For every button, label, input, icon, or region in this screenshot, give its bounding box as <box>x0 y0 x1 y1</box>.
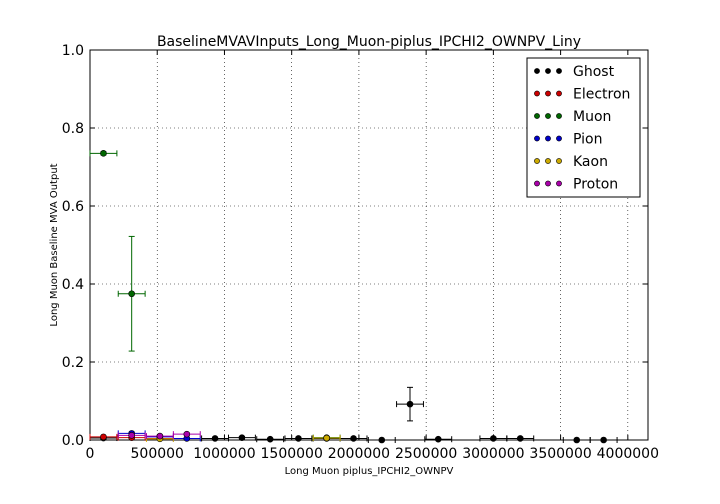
legend-marker-electron <box>545 90 551 97</box>
data-point-ghost <box>600 436 607 444</box>
x-tick-label: 2000000 <box>328 446 390 462</box>
y-tick-label: 1.0 <box>62 43 84 59</box>
legend-box <box>526 57 641 198</box>
y-tick-label: 0.6 <box>62 199 84 215</box>
legend-marker-kaon <box>545 158 551 164</box>
legend-marker-pion <box>545 135 551 142</box>
legend-marker-kaon <box>556 158 562 164</box>
data-point-ghost <box>434 435 442 443</box>
data-series <box>89 150 618 444</box>
legend-label-kaon: Kaon <box>573 154 608 170</box>
legend-entry-proton: Proton <box>534 177 618 193</box>
legend-marker-muon <box>545 113 551 119</box>
x-tick-label: 0 <box>86 446 95 462</box>
data-point-ghost <box>490 435 497 442</box>
x-tick-label: 3500000 <box>529 446 591 462</box>
legend-marker-ghost <box>545 68 551 74</box>
data-point-proton <box>156 432 164 440</box>
data-point-ghost <box>238 434 246 441</box>
data-point-ghost <box>211 435 219 442</box>
y-tick-label: 0.2 <box>62 355 84 371</box>
legend-label-ghost: Ghost <box>573 64 615 80</box>
legend-entry-ghost: Ghost <box>534 64 615 80</box>
legend-label-pion: Pion <box>573 132 602 148</box>
data-point-ghost <box>406 400 414 408</box>
data-point-proton <box>128 432 135 439</box>
x-tick-label: 1500000 <box>261 446 323 462</box>
legend-marker-muon <box>534 113 540 119</box>
data-point-proton <box>183 430 191 438</box>
x-tick-label: 2500000 <box>395 446 457 462</box>
legend-marker-pion <box>556 135 562 142</box>
data-point-ghost <box>516 435 524 442</box>
legend-marker-kaon <box>534 158 540 164</box>
data-point-muon <box>100 150 107 157</box>
x-tick-label: 500000 <box>131 446 184 462</box>
x-tick-label: 4000000 <box>597 446 659 462</box>
x-tick-label: 3000000 <box>462 446 524 462</box>
legend-marker-proton <box>534 180 540 187</box>
x-axis-label: Long Muon piplus_IPCHI2_OWNPV <box>285 466 454 477</box>
data-point-ghost <box>378 436 386 444</box>
legend-marker-muon <box>556 113 562 119</box>
legend-marker-electron <box>534 90 540 97</box>
data-point-electron <box>100 433 107 441</box>
data-point-ghost <box>295 435 302 442</box>
legend-entry-pion: Pion <box>534 132 602 148</box>
legend: Ghost Electron Muon Pion Kaon Proton <box>526 57 641 198</box>
data-point-kaon <box>323 434 330 442</box>
legend-marker-ghost <box>556 68 562 74</box>
x-tick-label: 1000000 <box>193 446 255 462</box>
legend-entry-kaon: Kaon <box>534 154 608 170</box>
data-point-ghost <box>350 435 357 442</box>
data-point-ghost <box>573 436 581 444</box>
series-proton <box>117 430 201 440</box>
x-tick-labels: 0 500000 1000000 1500000 2000000 2500000 30000… <box>86 446 659 462</box>
legend-label-electron: Electron <box>573 87 630 103</box>
data-point-ghost <box>266 435 274 443</box>
legend-marker-proton <box>545 180 551 187</box>
legend-label-proton: Proton <box>573 177 618 193</box>
grid-lines <box>90 50 648 440</box>
data-point-muon <box>128 290 135 298</box>
legend-marker-proton <box>556 180 562 187</box>
y-tick-labels: 0.0 0.2 0.4 0.6 0.8 1.0 <box>62 43 84 449</box>
y-tick-label: 0.4 <box>62 277 84 293</box>
legend-entry-electron: Electron <box>534 87 630 103</box>
y-tick-label: 0.8 <box>62 121 84 137</box>
legend-marker-pion <box>534 135 540 142</box>
legend-marker-ghost <box>534 68 540 74</box>
y-tick-label: 0.0 <box>62 433 84 449</box>
chart-title: BaselineMVAVInputs_Long_Muon-piplus_IPCH… <box>157 34 581 50</box>
legend-marker-electron <box>556 90 562 97</box>
legend-entry-muon: Muon <box>534 109 611 125</box>
y-axis-label: Long Muon Baseline MVA Output <box>49 163 60 326</box>
legend-label-muon: Muon <box>573 109 611 125</box>
